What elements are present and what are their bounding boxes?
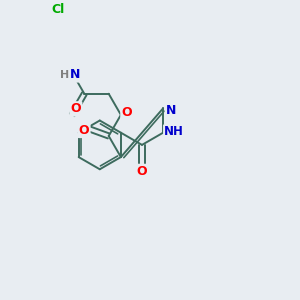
Text: Cl: Cl	[51, 3, 65, 16]
Text: N: N	[166, 104, 176, 117]
Text: O: O	[137, 165, 147, 178]
Text: H: H	[60, 70, 69, 80]
Text: O: O	[122, 106, 132, 119]
Text: O: O	[79, 124, 89, 137]
Text: O: O	[70, 102, 81, 116]
Text: NH: NH	[164, 125, 184, 139]
Text: N: N	[70, 68, 80, 81]
